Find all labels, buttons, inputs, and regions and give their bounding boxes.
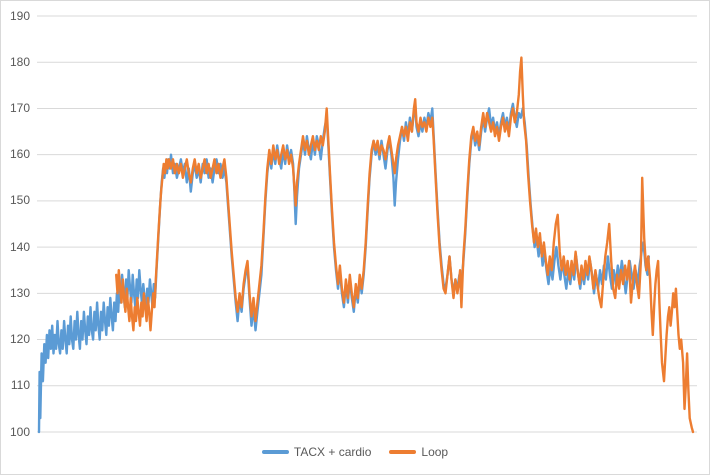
y-tick-label: 130 — [9, 285, 30, 300]
series-line-tacx-cardio — [37, 102, 650, 434]
y-tick-label: 160 — [9, 147, 30, 162]
series-line-loop — [114, 56, 695, 434]
tacx-line-swatch — [261, 450, 289, 454]
y-tick-label: 180 — [9, 54, 30, 69]
legend-label-loop: Loop — [421, 445, 449, 459]
legend-item-loop: Loop — [389, 445, 448, 459]
y-tick-label: 120 — [9, 332, 30, 347]
legend-item-tacx-cardio: TACX + cardio — [261, 445, 372, 459]
legend-label-tacx-cardio: TACX + cardio — [293, 445, 372, 459]
legend: TACX + cardio Loop — [1, 443, 709, 461]
y-tick-label: 100 — [9, 424, 30, 439]
y-tick-label: 140 — [9, 239, 30, 254]
y-tick-label: 110 — [10, 378, 30, 393]
y-tick-label: 150 — [9, 193, 30, 208]
loop-line-swatch — [389, 450, 417, 454]
y-tick-label: 190 — [9, 8, 30, 23]
y-tick-label: 170 — [9, 100, 30, 115]
